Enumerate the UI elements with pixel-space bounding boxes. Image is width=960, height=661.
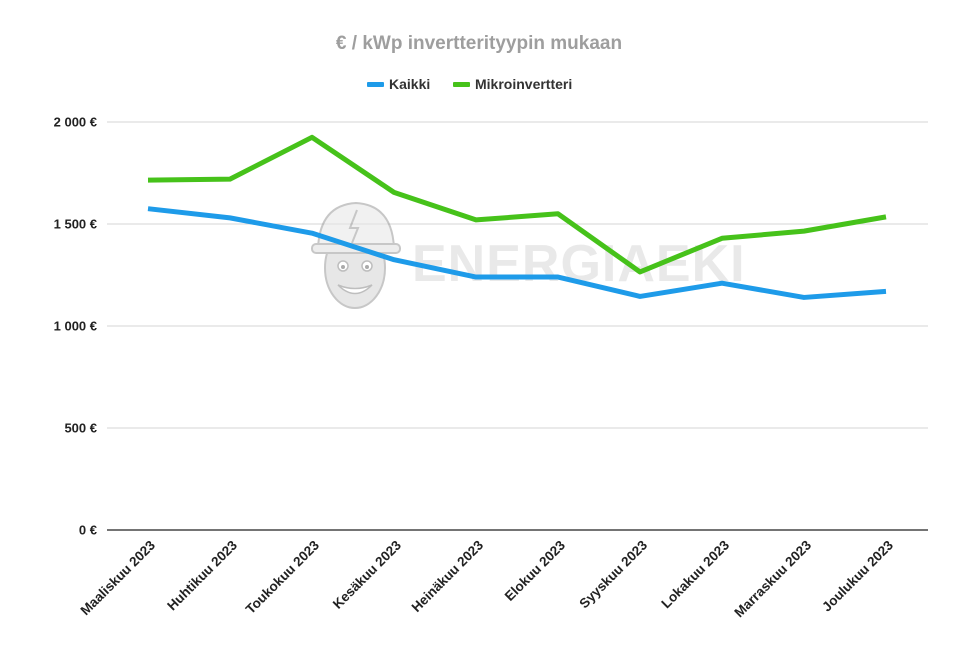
x-tick-label: Joulukuu 2023 bbox=[819, 537, 896, 614]
gridlines bbox=[107, 121, 928, 429]
series-line-mikroinvertteri bbox=[147, 134, 887, 275]
x-tick-label: Elokuu 2023 bbox=[502, 537, 569, 604]
series-line-kaikki bbox=[147, 206, 887, 300]
series-lines bbox=[147, 134, 887, 300]
x-tick-label: Huhtikuu 2023 bbox=[164, 537, 240, 613]
y-tick-label: 1 000 € bbox=[54, 319, 97, 334]
mascot-face-icon bbox=[311, 201, 401, 309]
x-tick-label: Lokakuu 2023 bbox=[658, 537, 732, 611]
y-tick-label: 1 500 € bbox=[54, 217, 97, 232]
y-tick-label: 500 € bbox=[64, 421, 97, 436]
legend-label-kaikki: Kaikki bbox=[389, 76, 430, 92]
x-tick-label: Heinäkuu 2023 bbox=[409, 537, 487, 615]
legend: Kaikki Mikroinvertteri bbox=[367, 76, 572, 92]
x-axis-ticks: Maaliskuu 2023 Huhtikuu 2023 Toukokuu 2023… bbox=[77, 537, 896, 620]
y-tick-label: 0 € bbox=[79, 523, 97, 538]
x-tick-label: Kesäkuu 2023 bbox=[330, 537, 405, 612]
legend-swatch-mikroinvertteri bbox=[453, 82, 470, 87]
legend-swatch-kaikki bbox=[367, 82, 384, 87]
y-tick-label: 2 000 € bbox=[54, 115, 97, 130]
x-tick-label: Maaliskuu 2023 bbox=[77, 537, 158, 618]
y-axis-ticks: 0 € 500 € 1 000 € 1 500 € 2 000 € bbox=[54, 115, 97, 538]
x-tick-label: Marraskuu 2023 bbox=[731, 537, 814, 620]
chart-title: € / kWp invertterityypin mukaan bbox=[336, 33, 622, 54]
x-tick-label: Syyskuu 2023 bbox=[576, 537, 650, 611]
legend-label-mikroinvertteri: Mikroinvertteri bbox=[475, 76, 572, 92]
x-tick-label: Toukokuu 2023 bbox=[243, 537, 323, 617]
